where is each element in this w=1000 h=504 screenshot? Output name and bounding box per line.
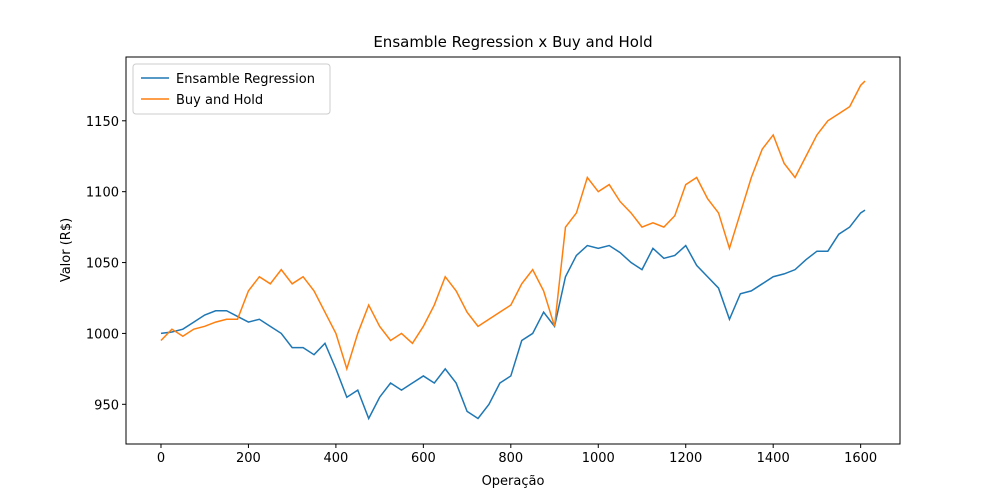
plot-frame [125,56,901,445]
legend-label: Ensamble Regression [176,72,315,87]
y-tick-label: 1050 [86,257,119,272]
x-tick-label: 600 [411,451,436,466]
y-tick-label: 1100 [86,186,119,201]
y-axis-label: Valor (R$) [59,218,74,282]
x-tick-label: 200 [236,451,261,466]
x-tick-label: 1600 [844,451,877,466]
data-line [160,209,866,421]
y-tick-label: 1000 [86,327,119,342]
x-tick-label: 1400 [757,451,790,466]
x-tick-label: 800 [498,451,523,466]
x-axis-label: Operação [482,474,545,489]
chart-title: Ensamble Regression x Buy and Hold [373,33,652,51]
x-tick-label: 400 [323,451,348,466]
x-tick-label: 1000 [582,451,615,466]
legend-box [132,63,331,115]
legend-label: Buy and Hold [176,93,263,108]
x-tick-label: 1200 [669,451,702,466]
y-tick-label: 1150 [86,115,119,130]
x-tick-label: 0 [157,451,165,466]
data-line [160,80,866,372]
y-tick-label: 950 [94,398,119,413]
